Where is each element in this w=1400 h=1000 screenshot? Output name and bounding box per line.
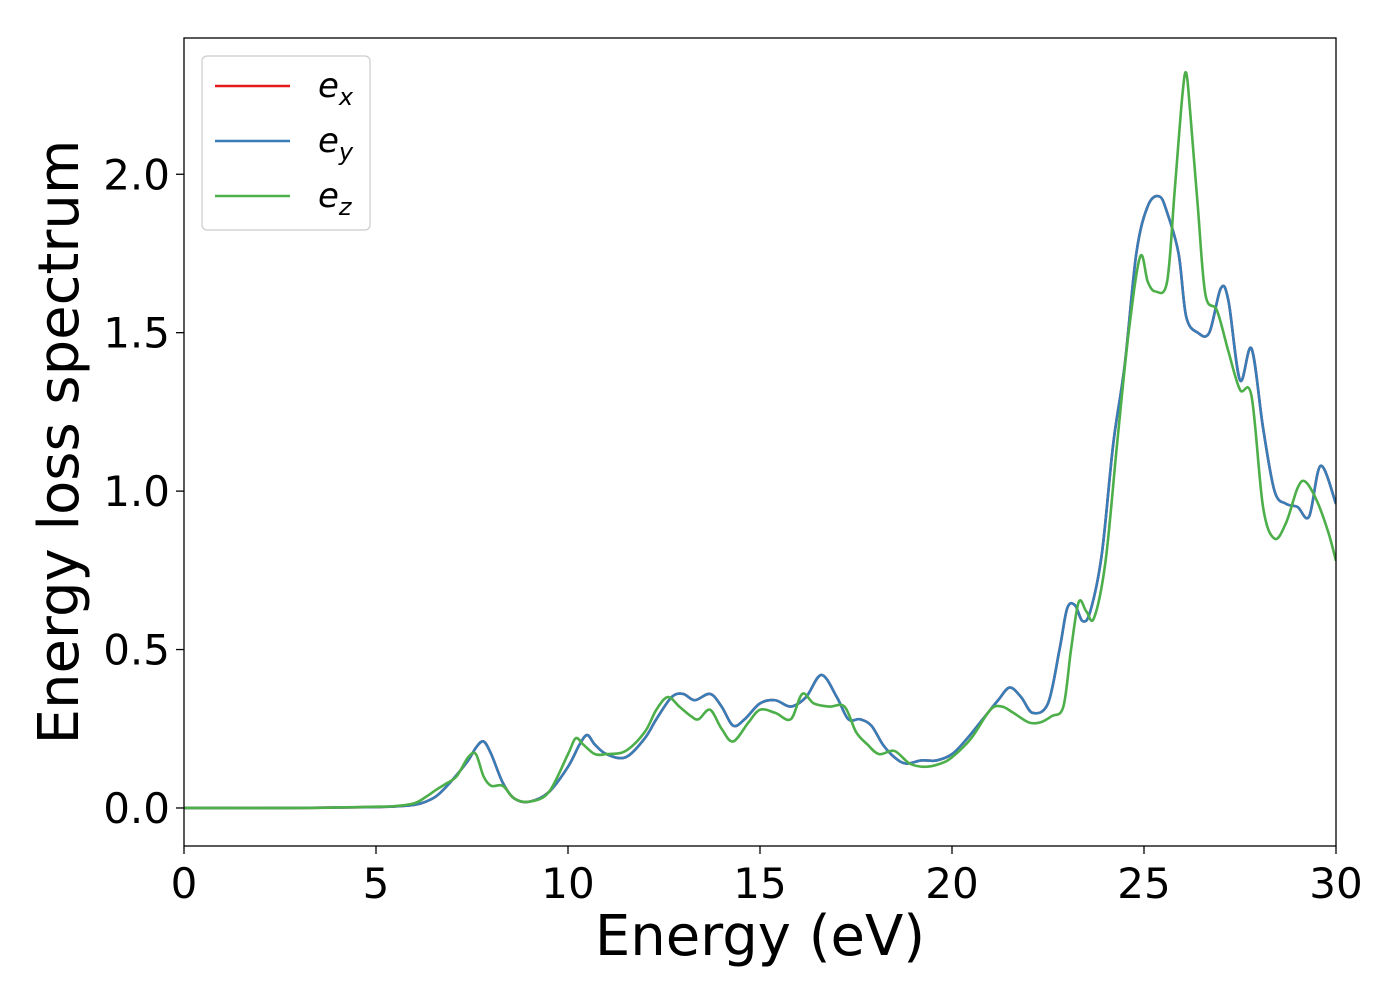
x-axis-label: Energy (eV) [595,904,925,969]
y-tick-label: 1.0 [103,467,170,516]
legend-label-e-y: ey [318,121,354,166]
legend-box [201,55,371,231]
x-tick-label: 10 [541,859,594,908]
x-tick-label: 25 [1117,859,1170,908]
y-tick-label: 2.0 [103,150,170,199]
x-tick-label: 5 [363,859,390,908]
y-axis-label: Energy loss spectrum [27,140,92,745]
x-tick-label: 30 [1309,859,1362,908]
x-tick-label: 15 [733,859,786,908]
series-lines [184,70,1336,810]
legend: ex ey ez [201,55,371,231]
legend-label-e-z: ez [318,176,353,221]
legend-label-e-x: ex [318,66,354,111]
y-tick-label: 0.0 [103,784,170,833]
x-tick-label: 20 [925,859,978,908]
y-tick-label: 1.5 [103,309,170,358]
x-tick-label: 0 [171,859,198,908]
series-line-e-z [184,70,1336,810]
x-axis: 0 5 10 15 20 25 30 [171,846,1363,908]
y-tick-label: 0.5 [103,626,170,675]
y-axis: 0.0 0.5 1.0 1.5 2.0 [103,150,184,833]
